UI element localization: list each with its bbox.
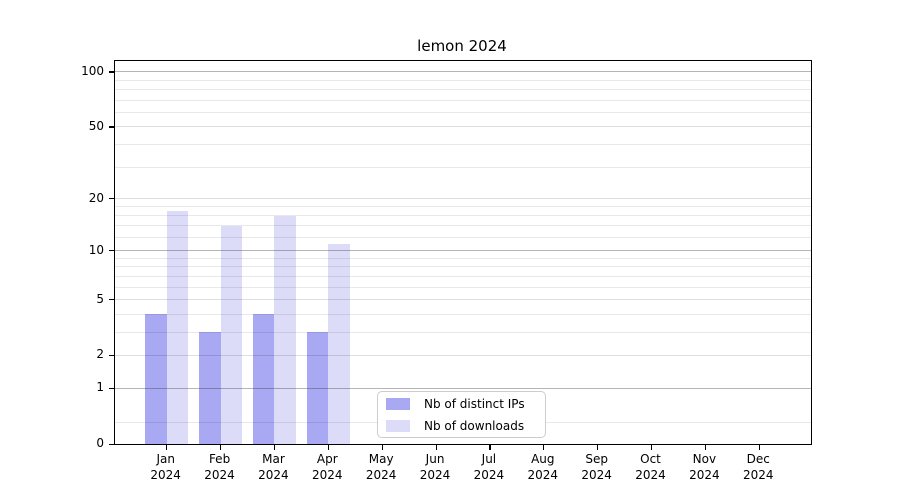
y-tick-mark (109, 354, 114, 357)
y-tick-mark (109, 198, 114, 200)
gridline-minor (115, 266, 811, 268)
legend-label-distinct-ips: Nb of distinct IPs (424, 396, 525, 411)
chart-title: lemon 2024 (417, 37, 507, 55)
legend-item-downloads: Nb of downloads (378, 416, 545, 435)
legend-label-downloads: Nb of downloads (424, 418, 525, 433)
gridline-minor (115, 144, 811, 146)
legend-swatch-downloads-icon (386, 419, 410, 432)
y-axis-tick-label: 10 (88, 242, 104, 257)
gridline-minor (115, 112, 811, 114)
x-axis-tick-label: Aug 2024 (527, 452, 559, 482)
x-axis-tick-label: Jul 2024 (473, 452, 505, 482)
gridline-minor (115, 99, 811, 101)
x-tick-mark (704, 445, 707, 450)
bar-distinct-ips (307, 332, 329, 444)
gridline-minor (115, 166, 811, 168)
gridline-minor (115, 331, 811, 333)
gridline-minor (115, 206, 811, 208)
x-tick-mark (381, 445, 383, 450)
bar-downloads (328, 243, 350, 444)
gridline-light (115, 299, 811, 301)
bar-downloads (274, 215, 296, 444)
y-axis-tick-label: 1 (96, 380, 104, 395)
x-axis-tick-label: Oct 2024 (635, 452, 666, 482)
x-axis-tick-label: Jan 2024 (150, 452, 181, 482)
x-axis-tick-label: Jun 2024 (419, 452, 451, 482)
gridline-minor (115, 257, 811, 259)
y-axis-tick-label: 5 (96, 291, 104, 306)
x-tick-mark (651, 445, 653, 450)
y-tick-mark (109, 71, 114, 73)
x-tick-mark (543, 445, 545, 450)
gridline-light (115, 198, 811, 200)
bar-downloads (220, 225, 242, 444)
x-tick-mark (166, 445, 168, 450)
x-tick-mark (273, 445, 276, 450)
y-axis-tick-label: 50 (88, 118, 104, 133)
legend-item-distinct-ips: Nb of distinct IPs (378, 394, 545, 413)
legend: Nb of distinct IPs Nb of downloads (377, 391, 546, 438)
x-axis-tick-label: Feb 2024 (204, 452, 235, 482)
x-tick-mark (758, 445, 760, 450)
gridline-light (115, 126, 811, 128)
x-tick-mark (435, 445, 437, 450)
x-tick-mark (597, 445, 599, 450)
x-axis-tick-label: Nov 2024 (689, 452, 720, 482)
bar-distinct-ips (145, 314, 167, 444)
y-axis-tick-label: 100 (81, 63, 104, 78)
gridline-light (115, 354, 811, 356)
legend-swatch-distinct-ips-icon (386, 397, 410, 410)
x-tick-mark (489, 445, 491, 450)
y-tick-mark (109, 250, 114, 252)
gridline-major (115, 71, 811, 73)
y-axis-tick-label: 0 (96, 436, 104, 450)
gridline-minor (115, 313, 811, 315)
y-tick-mark (109, 387, 114, 389)
gridline-major (115, 250, 811, 252)
gridline-minor (115, 79, 811, 81)
gridline-minor (115, 286, 811, 288)
gridline-minor (115, 225, 811, 227)
gridline-minor (115, 275, 811, 277)
x-axis-tick-label: Sep 2024 (581, 452, 612, 482)
bar-distinct-ips (253, 314, 275, 444)
y-axis-tick-label: 20 (88, 190, 104, 205)
gridline-minor (115, 236, 811, 238)
bar-distinct-ips (199, 332, 221, 444)
plot-area (109, 60, 812, 450)
x-axis-tick-label: Apr 2024 (312, 452, 343, 482)
gridline-minor (115, 215, 811, 217)
x-axis-tick-label: Dec 2024 (742, 452, 774, 482)
x-axis-tick-label: May 2024 (365, 452, 397, 482)
x-tick-mark (327, 445, 329, 450)
bar-downloads (166, 210, 188, 444)
y-axis-tick-label: 2 (96, 347, 104, 362)
gridline-major (115, 387, 811, 389)
y-tick-mark (109, 299, 114, 301)
x-axis-tick-label: Mar 2024 (258, 452, 289, 482)
y-tick-mark (109, 443, 114, 445)
y-tick-mark (109, 126, 114, 128)
x-tick-mark (220, 445, 222, 450)
gridline-minor (115, 89, 811, 91)
